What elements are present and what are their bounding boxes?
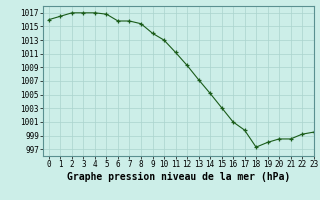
X-axis label: Graphe pression niveau de la mer (hPa): Graphe pression niveau de la mer (hPa) — [67, 172, 290, 182]
